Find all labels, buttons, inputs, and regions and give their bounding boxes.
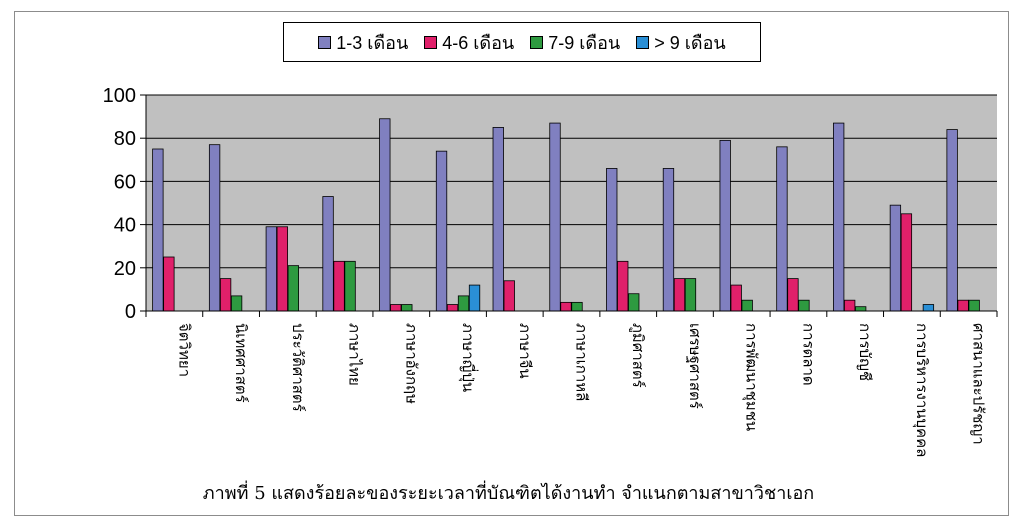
bar <box>741 299 753 312</box>
x-tick-label: ภาษาญี่ปุ่น <box>458 323 479 392</box>
x-axis-ticks <box>145 311 998 317</box>
bar <box>833 122 845 312</box>
legend-swatch <box>318 35 332 49</box>
legend-label: 4-6 เดือน <box>442 32 515 53</box>
legend-swatch <box>530 35 544 49</box>
y-tick-label: 40 <box>114 215 136 237</box>
x-tick-label: การบัญชี <box>856 323 874 381</box>
x-tick-label: จิตวิทยา <box>175 323 193 377</box>
y-tick-label: 0 <box>125 301 136 323</box>
bar <box>968 299 980 312</box>
x-tick-label: ภูมิศาสตร์ <box>629 323 647 388</box>
legend-label: 1-3 เดือน <box>336 32 409 53</box>
x-tick-label: ประวัติศาสตร์ <box>289 323 307 412</box>
y-tick-label: 20 <box>114 258 136 280</box>
bar <box>844 299 856 312</box>
x-tick-label: การพัฒนาชุมชน <box>742 323 761 431</box>
bar <box>571 301 583 312</box>
x-tick-label: เศรษฐศาสตร์ <box>686 323 704 409</box>
bar <box>344 260 356 312</box>
bar <box>606 168 618 312</box>
legend-item: > 9 เดือน <box>636 28 726 57</box>
bar <box>401 304 413 312</box>
bar <box>549 122 561 312</box>
bar <box>662 168 675 312</box>
bar <box>730 284 742 312</box>
bar <box>628 293 640 312</box>
bar <box>390 304 402 312</box>
bar <box>922 304 935 312</box>
bar <box>265 226 277 312</box>
legend-swatch <box>636 35 650 49</box>
y-tick-label: 80 <box>114 128 136 150</box>
legend-label: 7-9 เดือน <box>548 32 621 53</box>
bar <box>673 278 686 312</box>
x-tick-label: ภาษาจีน <box>516 323 534 379</box>
x-tick-label: ภาษาไทย <box>346 323 364 386</box>
bar <box>276 226 288 312</box>
bar <box>798 299 810 312</box>
bar <box>776 146 788 312</box>
bar <box>468 284 481 312</box>
bar <box>435 150 448 312</box>
chart-caption: ภาพที่ 5 แสดงร้อยละของระยะเวลาที่บัณฑิตไ… <box>202 483 815 504</box>
bar <box>719 139 731 312</box>
y-tick-label: 100 <box>103 85 136 107</box>
legend: 1-3 เดือน 4-6 เดือน 7-9 เดือน > 9 เดือน <box>283 22 761 62</box>
bar <box>492 127 504 312</box>
bar <box>287 265 299 312</box>
bar <box>900 213 913 312</box>
bar <box>219 278 232 312</box>
x-tick-label: ภาษาอังกฤษ <box>402 323 420 404</box>
bar <box>617 260 629 312</box>
bar <box>560 301 572 312</box>
y-tick-label: 60 <box>114 171 136 193</box>
bar <box>503 280 515 312</box>
bar <box>322 196 334 312</box>
legend-item: 1-3 เดือน <box>318 28 408 57</box>
x-tick-label: ศาสนาและปรัชญา <box>970 323 988 445</box>
bar <box>787 278 799 312</box>
x-tick-label: การตลาด <box>799 323 817 386</box>
y-axis-ticks: 0 20 40 60 80 100 <box>103 85 146 323</box>
bar <box>855 306 867 312</box>
x-tick-label: นิเทศศาสตร์ <box>232 323 250 403</box>
bar <box>208 144 221 312</box>
bar <box>333 260 345 312</box>
legend-label: > 9 เดือน <box>654 32 726 53</box>
bar <box>163 256 175 312</box>
bar <box>946 129 958 312</box>
legend-item: 7-9 เดือน <box>530 28 620 57</box>
bar <box>889 204 902 312</box>
bar <box>684 278 697 312</box>
x-tick-label: การบริหารงานบุคคล <box>912 323 931 457</box>
bar <box>379 118 391 312</box>
legend-swatch <box>424 35 438 49</box>
bar <box>152 148 164 312</box>
x-axis-labels: จิตวิทยา นิเทศศาสตร์ ประวัติศาสตร์ ภาษาไทย ภ… <box>175 323 987 458</box>
bar <box>230 295 243 312</box>
legend-item: 4-6 เดือน <box>424 28 514 57</box>
bar <box>457 295 470 312</box>
bars <box>152 118 980 312</box>
bar <box>446 304 459 312</box>
bar <box>957 299 969 312</box>
x-tick-label: ภาษาเกาหลี <box>573 323 591 401</box>
gridlines <box>146 94 997 269</box>
